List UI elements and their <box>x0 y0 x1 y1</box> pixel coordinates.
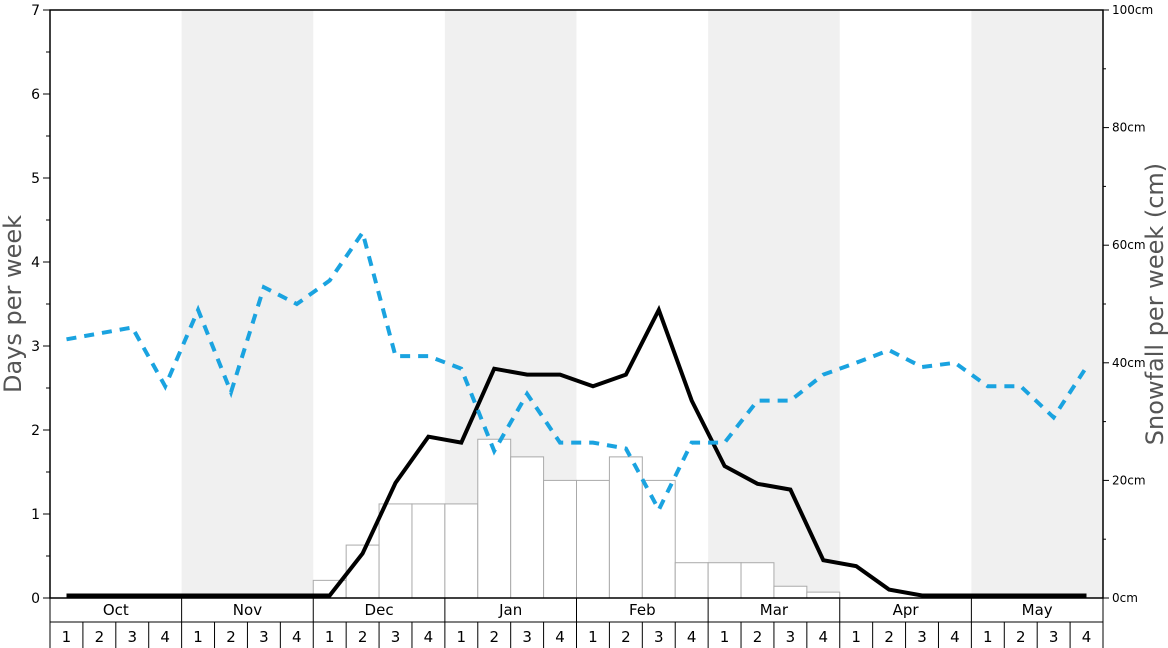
week-label: 4 <box>292 628 302 646</box>
right-tick-label: 80cm <box>1112 121 1146 135</box>
week-label: 1 <box>983 628 993 646</box>
month-bands <box>181 10 1103 598</box>
right-tick-label: 40cm <box>1112 356 1146 370</box>
left-tick-label: 3 <box>31 339 40 355</box>
snowfall-bar <box>707 562 742 599</box>
snowfall-bar <box>773 585 808 599</box>
week-label: 1 <box>62 628 72 646</box>
week-label: 2 <box>489 628 499 646</box>
week-label: 2 <box>1016 628 1026 646</box>
month-label: Feb <box>629 601 656 619</box>
week-label: 2 <box>358 628 368 646</box>
right-tick-label: 60cm <box>1112 238 1146 252</box>
solid-line-series <box>66 304 1087 598</box>
month-label: Nov <box>233 601 262 619</box>
left-tick-label: 2 <box>31 423 40 439</box>
left-tick-label: 5 <box>31 171 40 187</box>
week-label: 2 <box>884 628 894 646</box>
snowfall-bar <box>510 456 545 599</box>
left-tick-label: 1 <box>31 507 40 523</box>
snowfall-bar <box>806 591 841 599</box>
left-tick-label: 7 <box>31 3 40 19</box>
week-label: 4 <box>160 628 170 646</box>
snowfall-bar <box>444 503 479 599</box>
right-tick-label: 0cm <box>1112 591 1138 605</box>
snowfall-bars <box>312 438 841 599</box>
week-label: 1 <box>457 628 467 646</box>
month-band <box>708 10 840 598</box>
week-label: 3 <box>522 628 532 646</box>
week-label: 3 <box>917 628 927 646</box>
week-label: 2 <box>95 628 105 646</box>
week-label: 2 <box>226 628 236 646</box>
week-label: 3 <box>127 628 137 646</box>
left-tick-label: 4 <box>31 255 40 271</box>
week-label: 4 <box>424 628 434 646</box>
week-label: 4 <box>555 628 565 646</box>
week-label: 1 <box>720 628 730 646</box>
x-axis: Oct 1 2 3 4 Nov 1 2 3 4 Dec 1 2 3 4 Jan 1 2 3 4 Feb 1 2 3 4 Mar 1 2… <box>49 598 1104 648</box>
snowfall-bar <box>411 503 446 599</box>
month-label: Mar <box>760 601 789 619</box>
week-label: 3 <box>786 628 796 646</box>
snowfall-bar <box>641 479 676 599</box>
week-label: 4 <box>1082 628 1092 646</box>
snowfall-bar <box>608 456 643 599</box>
week-label: 3 <box>391 628 401 646</box>
month-label: Oct <box>103 601 129 619</box>
left-tick-label: 6 <box>31 87 40 103</box>
right-axis-title: Snowfall per week (cm) <box>1141 163 1168 445</box>
week-label: 2 <box>753 628 763 646</box>
week-label: 3 <box>259 628 269 646</box>
right-tick-label: 100cm <box>1112 3 1153 17</box>
week-label: 4 <box>819 628 829 646</box>
snowfall-bar <box>378 503 413 599</box>
month-label: Dec <box>365 601 394 619</box>
dashed-line-series <box>66 227 1089 515</box>
month-label: May <box>1022 601 1053 619</box>
month-band <box>181 10 314 598</box>
right-axis: 0cm 20cm 40cm 60cm 80cm 100cm <box>1103 3 1153 605</box>
week-label: 4 <box>687 628 697 646</box>
month-band <box>971 10 1103 598</box>
snowfall-bar <box>674 562 709 599</box>
week-label: 3 <box>1049 628 1059 646</box>
week-label: 2 <box>621 628 631 646</box>
week-label: 1 <box>851 628 861 646</box>
month-label: Jan <box>498 601 522 619</box>
lines <box>66 227 1089 598</box>
snowfall-bar <box>477 438 512 599</box>
left-tick-label: 0 <box>31 591 40 607</box>
month-label: Apr <box>893 601 920 619</box>
week-label: 1 <box>588 628 598 646</box>
right-tick-label: 20cm <box>1112 473 1146 487</box>
left-axis-title: Days per week <box>0 215 27 393</box>
snowfall-bar <box>740 562 775 599</box>
snowfall-bar <box>576 479 610 599</box>
week-label: 1 <box>193 628 203 646</box>
week-label: 4 <box>950 628 960 646</box>
snowfall-bar <box>543 479 577 599</box>
left-axis: 0 1 2 3 4 5 6 7 <box>31 3 50 607</box>
week-label: 1 <box>325 628 335 646</box>
week-label: 3 <box>654 628 664 646</box>
